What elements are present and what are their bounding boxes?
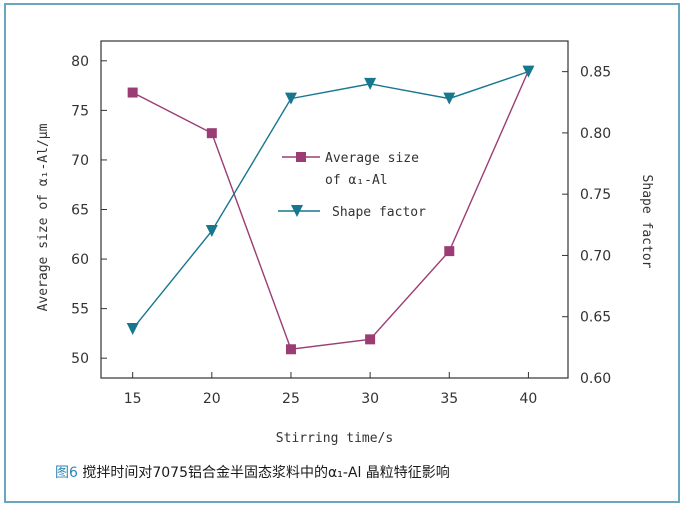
chart-axes: 15 20 25 30 35 40 50 55 60 65 70 75 80 0.60 0.65 0.70 0.… bbox=[36, 40, 654, 446]
figure-caption: 图6 搅拌时间对7075铝合金半固态浆料中的α₁-Al 晶粒特征影响 bbox=[55, 462, 450, 482]
x-tick-label: 40 bbox=[520, 391, 538, 407]
data-point-average-size bbox=[285, 344, 296, 355]
caption-text: 搅拌时间对7075铝合金半固态浆料中的α₁-Al 晶粒特征影响 bbox=[77, 465, 450, 481]
legend-label-average-size-line2: of α₁-Al bbox=[325, 173, 388, 188]
x-tick-label: 35 bbox=[440, 391, 458, 407]
y-right-tick-label: 0.85 bbox=[580, 65, 611, 81]
data-point-average-size bbox=[444, 246, 455, 257]
data-point-shape-factor bbox=[126, 322, 139, 335]
x-tick-label: 20 bbox=[203, 391, 221, 407]
data-point-average-size bbox=[365, 334, 376, 345]
y-right-tick-label: 0.65 bbox=[580, 310, 611, 326]
x-tick-label: 15 bbox=[124, 391, 142, 407]
y-right-tick-label: 0.75 bbox=[580, 187, 611, 203]
caption-number: 图6 bbox=[55, 465, 78, 481]
y-right-tick-label: 0.80 bbox=[580, 126, 611, 142]
legend-marker-average-size bbox=[296, 152, 306, 162]
y-right-tick-label: 0.70 bbox=[580, 248, 611, 264]
x-tick-label: 25 bbox=[282, 391, 300, 407]
y-left-tick-label: 55 bbox=[71, 302, 89, 318]
legend-label-average-size: Average size bbox=[325, 151, 419, 166]
y-left-axis-label: Average size of α₁-Al/μm bbox=[36, 123, 51, 311]
legend-marker-shape-factor bbox=[291, 205, 303, 217]
figure-frame bbox=[4, 3, 680, 503]
y-left-tick-label: 65 bbox=[71, 203, 89, 219]
series-line-shape-factor bbox=[132, 70, 529, 330]
legend-label-shape-factor: Shape factor bbox=[332, 205, 426, 220]
y-left-tick-label: 60 bbox=[71, 252, 89, 268]
data-point-average-size bbox=[206, 128, 217, 139]
data-point-shape-factor bbox=[364, 77, 377, 90]
y-left-tick-label: 70 bbox=[71, 153, 89, 169]
data-point-average-size bbox=[127, 87, 138, 98]
y-right-axis-label: Shape factor bbox=[639, 175, 654, 269]
legend: Average size of α₁-Al Shape factor bbox=[278, 151, 426, 220]
data-point-shape-factor bbox=[522, 65, 535, 78]
series-layer bbox=[126, 65, 535, 355]
y-left-tick-label: 80 bbox=[71, 54, 89, 70]
y-left-tick-label: 75 bbox=[71, 103, 89, 119]
x-axis-label: Stirring time/s bbox=[276, 431, 393, 446]
data-point-shape-factor bbox=[205, 224, 218, 237]
data-point-shape-factor bbox=[284, 92, 297, 105]
data-point-shape-factor bbox=[443, 92, 456, 105]
y-right-tick-label: 0.60 bbox=[580, 371, 611, 387]
x-tick-label: 30 bbox=[361, 391, 379, 407]
y-left-tick-label: 50 bbox=[71, 351, 89, 367]
series-line-average-size bbox=[132, 70, 530, 351]
